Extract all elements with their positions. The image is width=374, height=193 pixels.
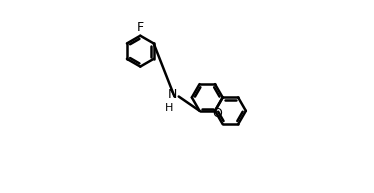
Text: O: O	[212, 107, 222, 120]
Text: H: H	[165, 103, 173, 113]
Text: F: F	[137, 21, 144, 35]
Text: N: N	[168, 88, 178, 102]
